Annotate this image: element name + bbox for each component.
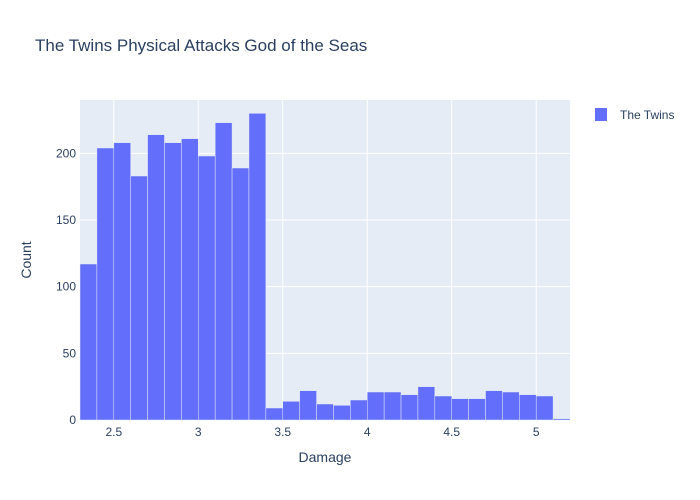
y-axis-title: Count xyxy=(18,241,34,278)
x-tick-label: 4 xyxy=(364,425,371,439)
x-tick-label: 4.5 xyxy=(443,425,460,439)
histogram-bar[interactable] xyxy=(147,134,165,421)
histogram-bar[interactable] xyxy=(198,155,216,421)
histogram-bar[interactable] xyxy=(485,390,503,421)
x-tick-labels: 2.5 3 3.5 4 4.5 5 xyxy=(105,425,539,439)
histogram-bar[interactable] xyxy=(299,390,317,421)
y-tick-label: 0 xyxy=(69,413,76,427)
x-tick-label: 5 xyxy=(533,425,540,439)
bars xyxy=(79,113,571,421)
y-tick-labels: 0 50 100 150 200 xyxy=(56,146,76,427)
histogram-bar[interactable] xyxy=(383,391,402,421)
legend-label[interactable]: The Twins xyxy=(620,108,674,122)
histogram-bar[interactable] xyxy=(366,391,385,421)
histogram-bar[interactable] xyxy=(265,407,284,421)
histogram-bar[interactable] xyxy=(164,142,182,421)
histogram-bar[interactable] xyxy=(333,405,351,421)
histogram-bar[interactable] xyxy=(130,175,148,421)
histogram-bar[interactable] xyxy=(96,147,115,421)
histogram-bar[interactable] xyxy=(79,263,98,421)
histogram-bar[interactable] xyxy=(417,386,436,421)
histogram-bar[interactable] xyxy=(316,403,334,421)
histogram-bar[interactable] xyxy=(181,138,199,421)
histogram-bar[interactable] xyxy=(214,122,233,421)
legend-swatch[interactable] xyxy=(595,108,607,121)
histogram-bar[interactable] xyxy=(451,398,469,421)
y-tick-label: 200 xyxy=(56,146,76,160)
histogram-bar[interactable] xyxy=(231,167,250,421)
histogram-bar[interactable] xyxy=(282,401,300,421)
histogram-bar[interactable] xyxy=(400,394,419,421)
histogram-bar[interactable] xyxy=(248,113,267,421)
histogram-bar[interactable] xyxy=(113,142,131,421)
x-tick-label: 3 xyxy=(195,425,202,439)
x-tick-label: 2.5 xyxy=(105,425,122,439)
histogram-bar[interactable] xyxy=(535,395,554,421)
y-tick-label: 50 xyxy=(63,346,77,360)
histogram-bar[interactable] xyxy=(468,398,486,421)
chart-title: The Twins Physical Attacks God of the Se… xyxy=(35,36,367,55)
histogram-bar[interactable] xyxy=(519,394,537,421)
x-tick-label: 3.5 xyxy=(274,425,291,439)
histogram-bar[interactable] xyxy=(502,391,520,421)
histogram-bar[interactable] xyxy=(552,418,571,421)
legend[interactable]: The Twins xyxy=(595,108,674,122)
x-axis-title: Damage xyxy=(299,449,352,465)
histogram-bar[interactable] xyxy=(350,399,368,421)
y-tick-label: 150 xyxy=(56,213,76,227)
y-tick-label: 100 xyxy=(56,280,76,294)
histogram-bar[interactable] xyxy=(434,395,452,421)
